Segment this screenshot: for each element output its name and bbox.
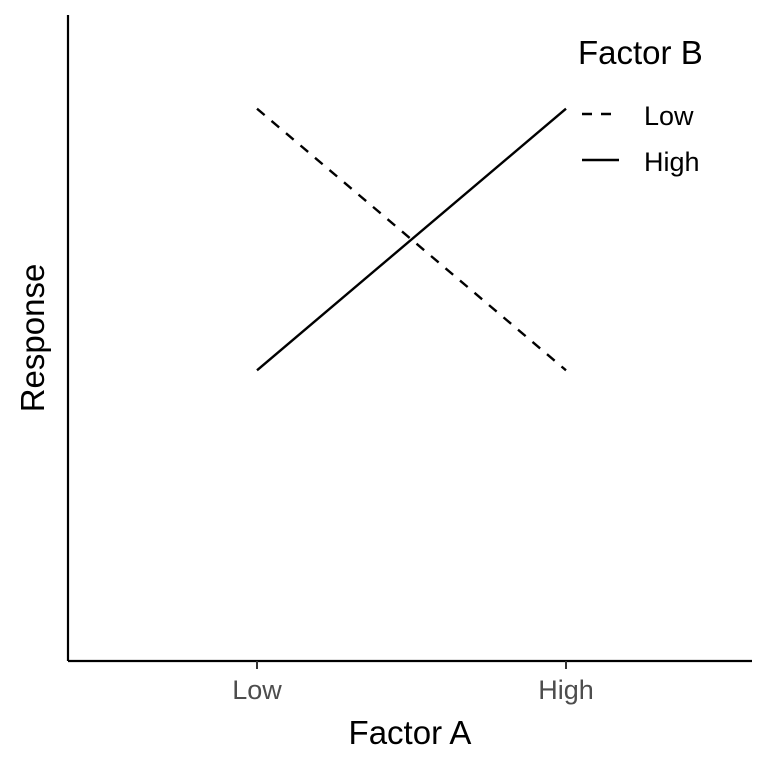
x-ticks: Low High [232,661,594,705]
legend-title: Factor B [578,34,703,71]
legend-items: Low High [582,101,700,177]
legend-label-high: High [644,147,700,177]
y-axis-title: Response [14,264,51,413]
legend-label-low: Low [644,101,694,131]
x-tick-label: Low [232,675,282,705]
series-line-high [256,107,567,372]
x-axis-title: Factor A [349,714,472,751]
x-tick-label: High [538,675,594,705]
legend: Factor B Low High [578,34,703,177]
series-layer [256,107,567,372]
